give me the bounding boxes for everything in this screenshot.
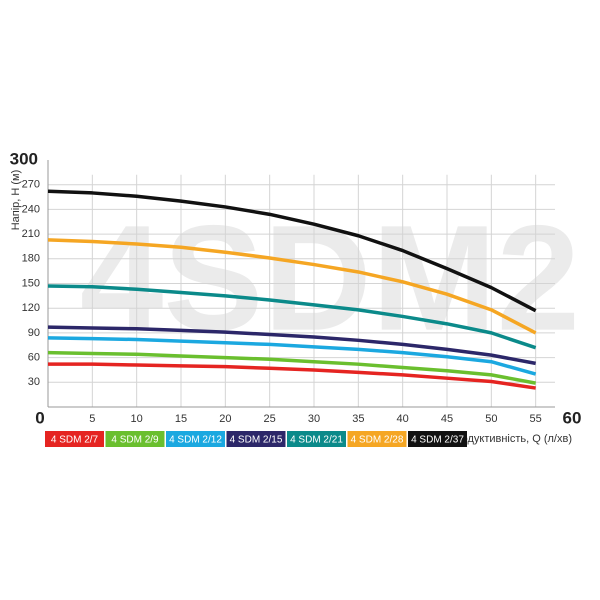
x-tick-label: 15 <box>175 413 187 425</box>
legend-label: 4 SDM 2/15 <box>230 435 283 446</box>
y-tick-label: 30 <box>28 376 40 388</box>
legend-label: 4 SDM 2/12 <box>169 435 222 446</box>
y-axis-label: Напір, H (м) <box>10 170 22 231</box>
legend-label: 4 SDM 2/37 <box>411 435 464 446</box>
y-tick-label: 300 <box>10 149 38 168</box>
legend-swatch <box>287 431 346 447</box>
legend-swatch <box>166 431 225 447</box>
x-tick-label: 35 <box>352 413 364 425</box>
y-tick-label: 180 <box>22 253 40 265</box>
y-tick-label: 150 <box>22 277 40 289</box>
x-tick-label: 45 <box>441 413 453 425</box>
legend-label: 4 SDM 2/28 <box>351 435 404 446</box>
legend-label: 4 SDM 2/7 <box>51 435 99 446</box>
x-tick-label: 25 <box>264 413 276 425</box>
y-tick-label: 120 <box>22 302 40 314</box>
x-tick-label: 55 <box>530 413 542 425</box>
x-tick-label: 50 <box>485 413 497 425</box>
series-line <box>47 238 537 335</box>
x-tick-label: 0 <box>35 408 44 427</box>
legend-swatch <box>105 431 165 447</box>
x-tick-label: 5 <box>89 413 95 425</box>
series-line <box>47 284 537 350</box>
series-line <box>47 336 537 376</box>
series-line <box>47 189 537 313</box>
y-tick-label: 240 <box>22 203 40 215</box>
legend-swatch <box>45 431 104 447</box>
legend-label: 4 SDM 2/9 <box>111 435 159 446</box>
y-tick-label: 270 <box>22 179 40 191</box>
x-tick-label: 40 <box>397 413 409 425</box>
legend-swatch <box>347 431 407 447</box>
x-tick-label: 30 <box>308 413 320 425</box>
x-tick-label: 20 <box>219 413 231 425</box>
legend-swatch <box>408 431 467 447</box>
x-tick-label: 10 <box>131 413 143 425</box>
legend-swatch <box>226 431 286 447</box>
y-tick-label: 210 <box>22 228 40 240</box>
legend-label: 4 SDM 2/21 <box>290 435 343 446</box>
y-tick-label: 60 <box>28 352 40 364</box>
y-tick-label: 90 <box>28 327 40 339</box>
series-line <box>47 350 536 385</box>
x-tick-label: 60 <box>563 408 582 427</box>
x-axis-label: Продуктивність, Q (л/хв) <box>448 433 572 445</box>
series-line <box>48 362 536 390</box>
series-line <box>47 325 536 366</box>
